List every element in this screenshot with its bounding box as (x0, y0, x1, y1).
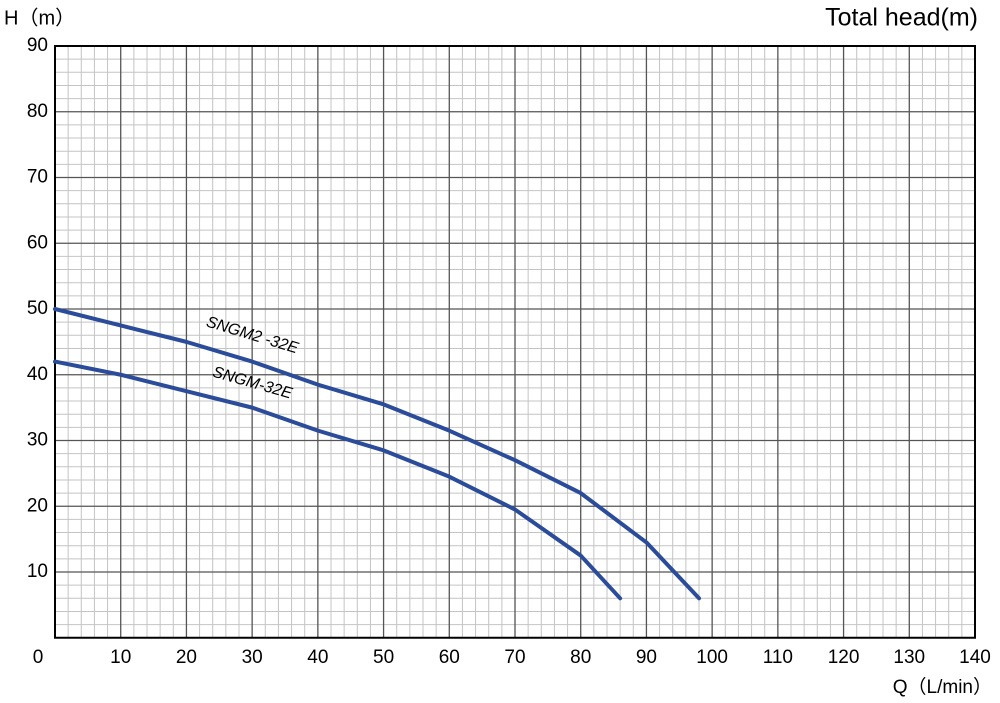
y-tick-label: 60 (27, 232, 48, 253)
x-tick-label: 90 (636, 647, 657, 668)
y-tick-label: 70 (27, 167, 48, 188)
x-axis-label: Q（L/min） (893, 676, 992, 698)
x-tick-label: 120 (828, 647, 860, 668)
y-tick-label: 20 (27, 495, 48, 516)
grid (54, 45, 976, 639)
x-tick-label: 80 (570, 647, 591, 668)
y-tick-label: 10 (27, 561, 48, 582)
x-tick-label: 50 (373, 647, 394, 668)
x-tick-label: 30 (242, 647, 263, 668)
y-tick-label: 50 (27, 298, 48, 319)
chart-title: Total head(m) (825, 4, 978, 32)
x-tick-label: 10 (110, 647, 131, 668)
x-tick-label: 70 (504, 647, 525, 668)
curve (53, 307, 701, 601)
y-tick-label: 30 (27, 430, 48, 451)
plot-border (54, 45, 976, 639)
x-tick-label: 100 (696, 647, 728, 668)
x-tick-label: 110 (763, 647, 793, 668)
y-tick-label: 90 (27, 35, 48, 56)
x-tick-label: 130 (893, 647, 925, 668)
x-tick-label: 60 (439, 647, 460, 668)
y-tick-label: 40 (27, 364, 48, 385)
y-axis-label: H（m） (4, 6, 75, 29)
x-tick-label: 0 (33, 647, 44, 668)
x-tick-label: 40 (307, 647, 328, 668)
x-tick-label: 140 (959, 647, 991, 668)
y-tick-label: 80 (27, 101, 48, 122)
x-tick-label: 20 (176, 647, 197, 668)
curve (53, 359, 623, 601)
